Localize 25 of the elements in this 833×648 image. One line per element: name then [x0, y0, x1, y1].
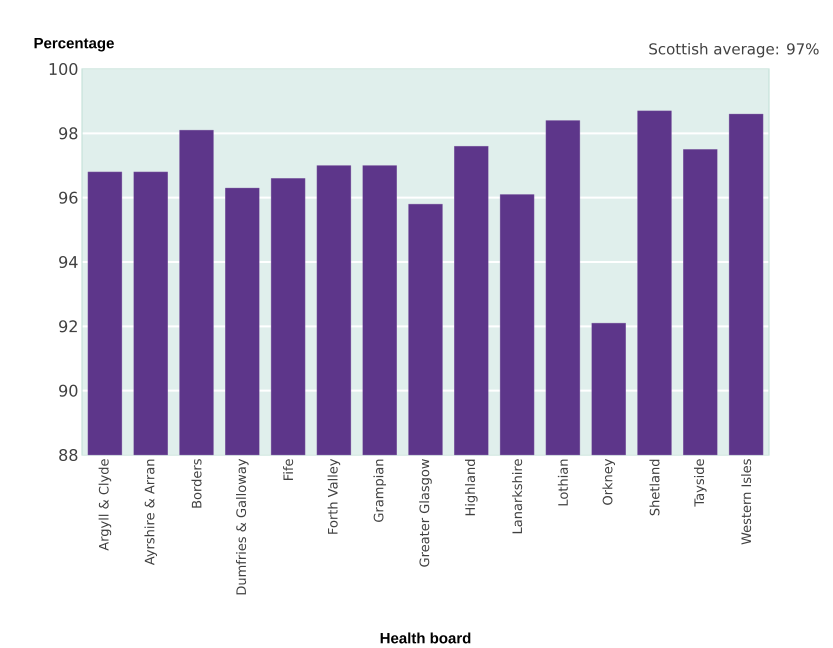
y-tick-label: 96: [59, 192, 78, 204]
x-tick-label: Borders: [191, 459, 202, 508]
x-tick-label: Dumfries & Galloway: [236, 458, 249, 594]
x-axis-title: Health board: [380, 632, 470, 644]
x-tick-label: Orkney: [602, 458, 615, 505]
x-tick-label: Forth Valley: [328, 458, 340, 534]
x-tick-label: Western Isles: [741, 459, 752, 545]
x-tick-label: Highland: [465, 460, 478, 516]
x-tick-label: Greater Glasgow: [419, 459, 432, 567]
x-tick-label: Argyll & Clyde: [98, 459, 112, 551]
y-tick-label: 100: [50, 62, 78, 76]
x-tick-label: Lothian: [558, 460, 568, 506]
y-tick-label: 90: [59, 384, 78, 397]
y-tick-label: 92: [59, 320, 77, 332]
y-tick-label: 88: [59, 448, 78, 462]
y-tick-label: 94: [59, 256, 78, 268]
text: Scottish average: 97%: [649, 42, 819, 58]
x-tick-label: Tayside: [694, 459, 707, 507]
x-tick-label: Lanarkshire: [512, 459, 522, 534]
x-tick-label: Ayrshire & Arran: [144, 460, 157, 566]
x-tick-label: Grampian: [373, 460, 386, 522]
y-tick-label: 98: [59, 127, 78, 140]
x-tick-label: Fife: [283, 459, 294, 480]
y-axis-title: Percentage: [34, 38, 114, 52]
x-tick-label: Shetland: [649, 460, 660, 516]
